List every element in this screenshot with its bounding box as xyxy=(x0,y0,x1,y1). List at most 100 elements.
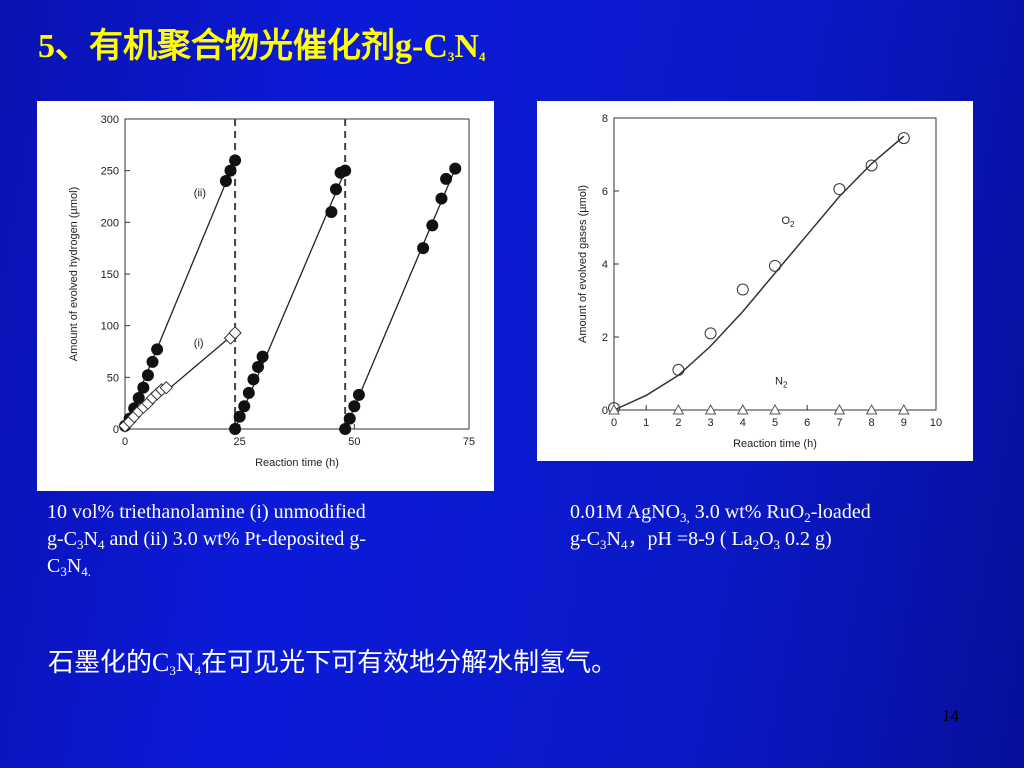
y-tick-label: 0 xyxy=(602,405,608,417)
y-tick-label: 150 xyxy=(101,269,119,281)
series-annotation: (i) xyxy=(194,337,204,349)
title-text: 5、有机聚合物光催化剂g-C xyxy=(38,28,448,65)
caption-subscript: 4 xyxy=(620,537,628,552)
data-point xyxy=(238,400,251,413)
x-tick-label: 8 xyxy=(869,417,875,429)
y-tick-label: 6 xyxy=(602,186,608,198)
conclusion-part: N xyxy=(175,648,195,677)
data-point xyxy=(672,363,685,376)
data-point xyxy=(132,392,145,404)
data-point xyxy=(833,183,846,196)
caption-text: C xyxy=(47,555,61,577)
y-tick-label: 8 xyxy=(602,113,608,125)
x-tick-label: 7 xyxy=(836,417,842,429)
title-subscript: 4 xyxy=(478,49,486,64)
caption-subscript: 3 xyxy=(773,537,781,552)
data-point xyxy=(897,132,910,145)
x-tick-label: 6 xyxy=(804,417,810,429)
caption-text: 0.01M AgNO xyxy=(570,501,681,523)
data-point xyxy=(736,403,749,415)
caption-subscript: 3 xyxy=(600,537,607,552)
caption-subscript: 2 xyxy=(752,537,760,552)
data-point xyxy=(865,159,878,172)
hydrogen-chart-svg: 0 25 50 75 0 50 100 150 200 250 300 Reaction time (… xyxy=(68,114,475,469)
caption-text: g-C xyxy=(47,528,77,550)
x-tick-label: 0 xyxy=(122,436,128,448)
caption-subscript: 4 xyxy=(97,537,105,552)
data-point xyxy=(352,388,365,401)
data-point xyxy=(704,403,717,415)
y-tick-label: 2 xyxy=(602,332,608,344)
data-point xyxy=(256,350,269,363)
caption-text: 0.2 g) xyxy=(780,528,832,550)
y-tick-label: 250 xyxy=(101,166,119,178)
caption-line: C3N4. xyxy=(47,553,477,580)
caption-subscript: 3 xyxy=(60,564,67,579)
data-point xyxy=(897,403,910,415)
data-point xyxy=(449,162,462,175)
caption-text: ，pH =8-9 ( La xyxy=(627,528,753,550)
title-text: N xyxy=(454,28,479,65)
conclusion-subscript: 3 xyxy=(169,663,176,678)
data-point xyxy=(343,412,356,425)
x-tick-label: 0 xyxy=(611,417,617,429)
series-label: N2 xyxy=(775,375,788,389)
caption-subscript: 3 xyxy=(77,537,84,552)
caption-text: O xyxy=(759,528,774,550)
data-point xyxy=(339,164,352,177)
data-point xyxy=(704,327,717,340)
caption-line: g-C3N4 and (ii) 3.0 wt% Pt-deposited g- xyxy=(47,526,477,553)
data-point xyxy=(672,403,685,415)
data-point xyxy=(339,423,352,435)
x-tick-label: 25 xyxy=(234,436,246,448)
data-point xyxy=(435,192,448,205)
data-point xyxy=(440,172,453,185)
data-point xyxy=(224,164,237,177)
data-point xyxy=(348,400,361,413)
caption-subscript: 4. xyxy=(81,564,92,579)
series-label: O2 xyxy=(781,215,795,229)
x-tick-label: 9 xyxy=(901,417,907,429)
x-tick-label: 10 xyxy=(930,417,942,429)
y-tick-label: 50 xyxy=(107,372,119,384)
y-tick-label: 100 xyxy=(101,321,119,333)
data-point xyxy=(329,183,342,196)
x-tick-label: 4 xyxy=(740,417,746,429)
caption-text: -loaded xyxy=(810,501,871,523)
caption-line: 0.01M AgNO3, 3.0 wt% RuO2-loaded xyxy=(570,499,1000,526)
x-tick-label: 50 xyxy=(348,436,360,448)
conclusion-part: 在可见光下可有效地分解水制氢气。 xyxy=(201,648,618,677)
data-point xyxy=(769,259,781,272)
y-tick-label: 300 xyxy=(101,114,119,126)
data-point xyxy=(242,386,255,399)
o2-fit-curve xyxy=(613,135,905,411)
caption-line: g-C3N4，pH =8-9 ( La2O3 0.2 g) xyxy=(570,526,1000,553)
right-caption: 0.01M AgNO3, 3.0 wt% RuO2-loaded g-C3N4，… xyxy=(570,499,1000,553)
x-tick-label: 75 xyxy=(463,436,475,448)
y-tick-label: 200 xyxy=(101,217,119,229)
data-point xyxy=(151,343,164,356)
slide-title: 5、有机聚合物光催化剂g-C3N4 xyxy=(38,18,485,67)
data-point xyxy=(417,242,430,255)
caption-text: and (ii) 3.0 wt% Pt-deposited g- xyxy=(104,528,367,550)
data-point xyxy=(159,380,173,395)
conclusion-part: 石墨化的C xyxy=(48,648,170,677)
series-line xyxy=(344,168,456,430)
data-point xyxy=(233,410,246,423)
gas-chart-svg: 0 1 2 3 4 5 6 7 8 9 10 0 2 4 6 8 Reaction time (h) Amount… xyxy=(577,113,942,450)
data-point xyxy=(229,423,242,435)
data-point xyxy=(252,361,265,373)
x-tick-label: 3 xyxy=(708,417,714,429)
conclusion-subscript: 4 xyxy=(194,663,202,678)
data-point xyxy=(228,326,242,340)
y-tick-label: 0 xyxy=(113,424,119,436)
data-point xyxy=(146,355,159,368)
y-axis-label: Amount of evolved gases (µmol) xyxy=(577,185,589,343)
series-annotation: (ii) xyxy=(194,188,206,200)
caption-text: N xyxy=(66,555,82,577)
data-point xyxy=(219,175,232,187)
data-point xyxy=(426,219,439,232)
x-axis-label: Reaction time (h) xyxy=(255,457,339,469)
data-point xyxy=(325,206,338,218)
caption-line: 10 vol% triethanolamine (i) unmodified xyxy=(47,501,366,523)
